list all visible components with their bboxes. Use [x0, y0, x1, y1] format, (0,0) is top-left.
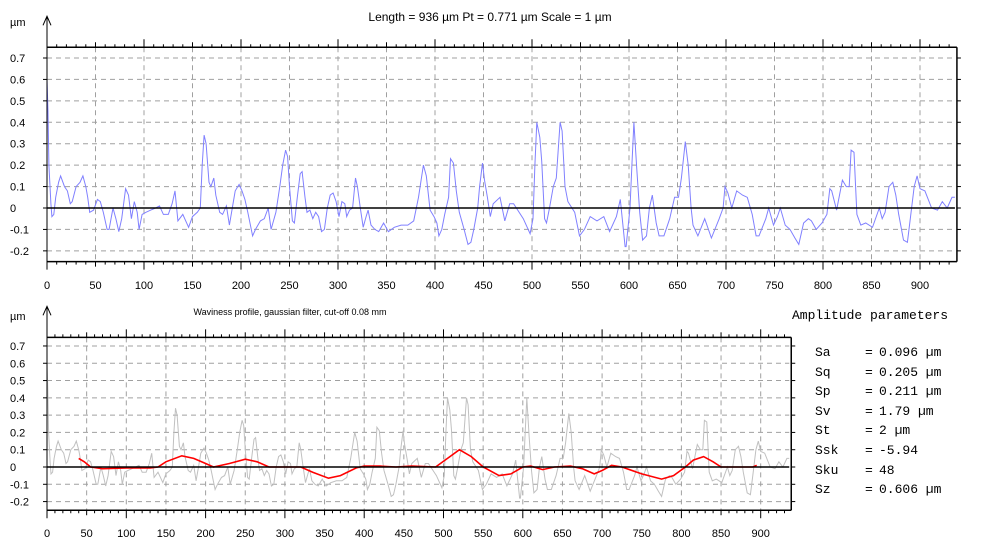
- y-tick-label: 0.5: [10, 376, 25, 388]
- parameter-value: 1.79 µm: [879, 403, 934, 419]
- y-axis-unit-label: µm: [10, 17, 26, 29]
- x-tick-label: 0: [44, 528, 50, 540]
- parameter-name: Sq: [815, 364, 831, 380]
- equals-sign: =: [865, 345, 873, 360]
- y-tick-label: 0.6: [10, 74, 25, 86]
- y-tick-label: 0.4: [10, 393, 25, 405]
- equals-sign: =: [865, 462, 873, 478]
- x-tick-label: 50: [89, 280, 101, 292]
- equals-sign: =: [865, 364, 873, 380]
- y-tick-label: -0.1: [10, 224, 29, 236]
- x-tick-label: 600: [514, 528, 532, 540]
- parameter-value: 0.205 µm: [879, 364, 942, 380]
- parameter-value: 0.606 µm: [879, 482, 942, 498]
- parameter-name: St: [815, 423, 831, 439]
- parameter-name: Sz: [815, 482, 831, 498]
- parameter-name: Sa: [815, 345, 831, 360]
- x-tick-label: 800: [814, 280, 832, 292]
- parameter-name: Ssk: [815, 443, 839, 458]
- x-tick-label: 550: [474, 528, 492, 540]
- series-line-profile: [46, 363, 790, 499]
- y-tick-label: 0.6: [10, 358, 25, 370]
- y-tick-label: 0.1: [10, 182, 25, 194]
- parameter-value: 0.096 µm: [879, 345, 942, 360]
- parameter-name: Sku: [815, 462, 839, 478]
- x-tick-label: 700: [717, 280, 735, 292]
- y-axis-unit-label: µm: [10, 311, 26, 323]
- x-tick-label: 500: [434, 528, 452, 540]
- y-tick-label: 0: [10, 462, 16, 474]
- y-tick-label: 0.7: [10, 341, 25, 353]
- x-tick-label: 200: [196, 528, 214, 540]
- x-tick-label: 200: [232, 280, 250, 292]
- x-tick-label: 800: [672, 528, 690, 540]
- chart-title: Length = 936 µm Pt = 0.771 µm Scale = 1 …: [368, 10, 611, 24]
- x-tick-label: 400: [426, 280, 444, 292]
- y-tick-label: -0.2: [10, 497, 29, 509]
- series-line-profile: [46, 79, 955, 248]
- y-tick-label: 0.7: [10, 53, 25, 65]
- amplitude-parameters-title: Amplitude parameters: [792, 308, 949, 323]
- equals-sign: =: [865, 403, 873, 419]
- equals-sign: =: [865, 423, 873, 439]
- parameter-value: 0.211 µm: [879, 384, 942, 400]
- y-tick-label: 0.1: [10, 445, 25, 457]
- x-tick-label: 850: [712, 528, 730, 540]
- x-tick-label: 550: [571, 280, 589, 292]
- equals-sign: =: [865, 384, 873, 400]
- x-tick-label: 100: [117, 528, 135, 540]
- series-line-waviness: [78, 448, 758, 480]
- x-tick-label: 50: [81, 528, 93, 540]
- y-tick-label: -0.2: [10, 246, 29, 258]
- x-tick-label: 250: [236, 528, 254, 540]
- parameter-value: 48: [879, 462, 895, 478]
- y-tick-label: 0.2: [10, 160, 25, 172]
- y-tick-label: 0: [10, 203, 16, 215]
- x-tick-label: 150: [157, 528, 175, 540]
- y-tick-label: 0.2: [10, 427, 25, 439]
- x-tick-label: 700: [593, 528, 611, 540]
- equals-sign: =: [865, 443, 873, 458]
- amplitude-parameters-panel: Amplitude parameters Sa = 0.096 µm Sq = 0.205…: [792, 308, 949, 497]
- x-tick-label: 750: [633, 528, 651, 540]
- x-tick-label: 900: [752, 528, 770, 540]
- x-tick-label: 650: [668, 280, 686, 292]
- x-tick-label: 500: [523, 280, 541, 292]
- parameter-value: 2 µm: [879, 423, 911, 439]
- parameter-name: Sv: [815, 403, 831, 419]
- x-tick-label: 300: [329, 280, 347, 292]
- equals-sign: =: [865, 482, 873, 498]
- x-tick-label: 350: [377, 280, 395, 292]
- x-tick-label: 300: [276, 528, 294, 540]
- x-tick-label: 0: [44, 280, 50, 292]
- x-tick-label: 400: [355, 528, 373, 540]
- x-tick-label: 350: [315, 528, 333, 540]
- y-axis-arrow-icon: [42, 305, 52, 316]
- y-tick-label: 0.4: [10, 117, 25, 129]
- chart-2: Waviness profile, gaussian filter, cut-o…: [10, 305, 796, 540]
- y-tick-label: -0.1: [10, 479, 29, 491]
- parameter-name: Sp: [815, 384, 831, 400]
- x-tick-label: 900: [911, 280, 929, 292]
- x-tick-label: 650: [553, 528, 571, 540]
- x-tick-label: 750: [765, 280, 783, 292]
- chart-1: Length = 936 µm Pt = 0.771 µm Scale = 1 …: [10, 10, 961, 292]
- x-tick-label: 100: [135, 280, 153, 292]
- y-tick-label: 0.5: [10, 96, 25, 108]
- x-tick-label: 250: [280, 280, 298, 292]
- x-tick-label: 850: [862, 280, 880, 292]
- y-tick-label: 0.3: [10, 139, 25, 151]
- x-tick-label: 150: [183, 280, 201, 292]
- parameter-value: -5.94: [879, 443, 919, 458]
- y-axis-arrow-icon: [42, 15, 52, 26]
- y-tick-label: 0.3: [10, 410, 25, 422]
- x-tick-label: 600: [620, 280, 638, 292]
- x-tick-label: 450: [474, 280, 492, 292]
- chart-title: Waviness profile, gaussian filter, cut-o…: [193, 307, 386, 317]
- x-tick-label: 450: [395, 528, 413, 540]
